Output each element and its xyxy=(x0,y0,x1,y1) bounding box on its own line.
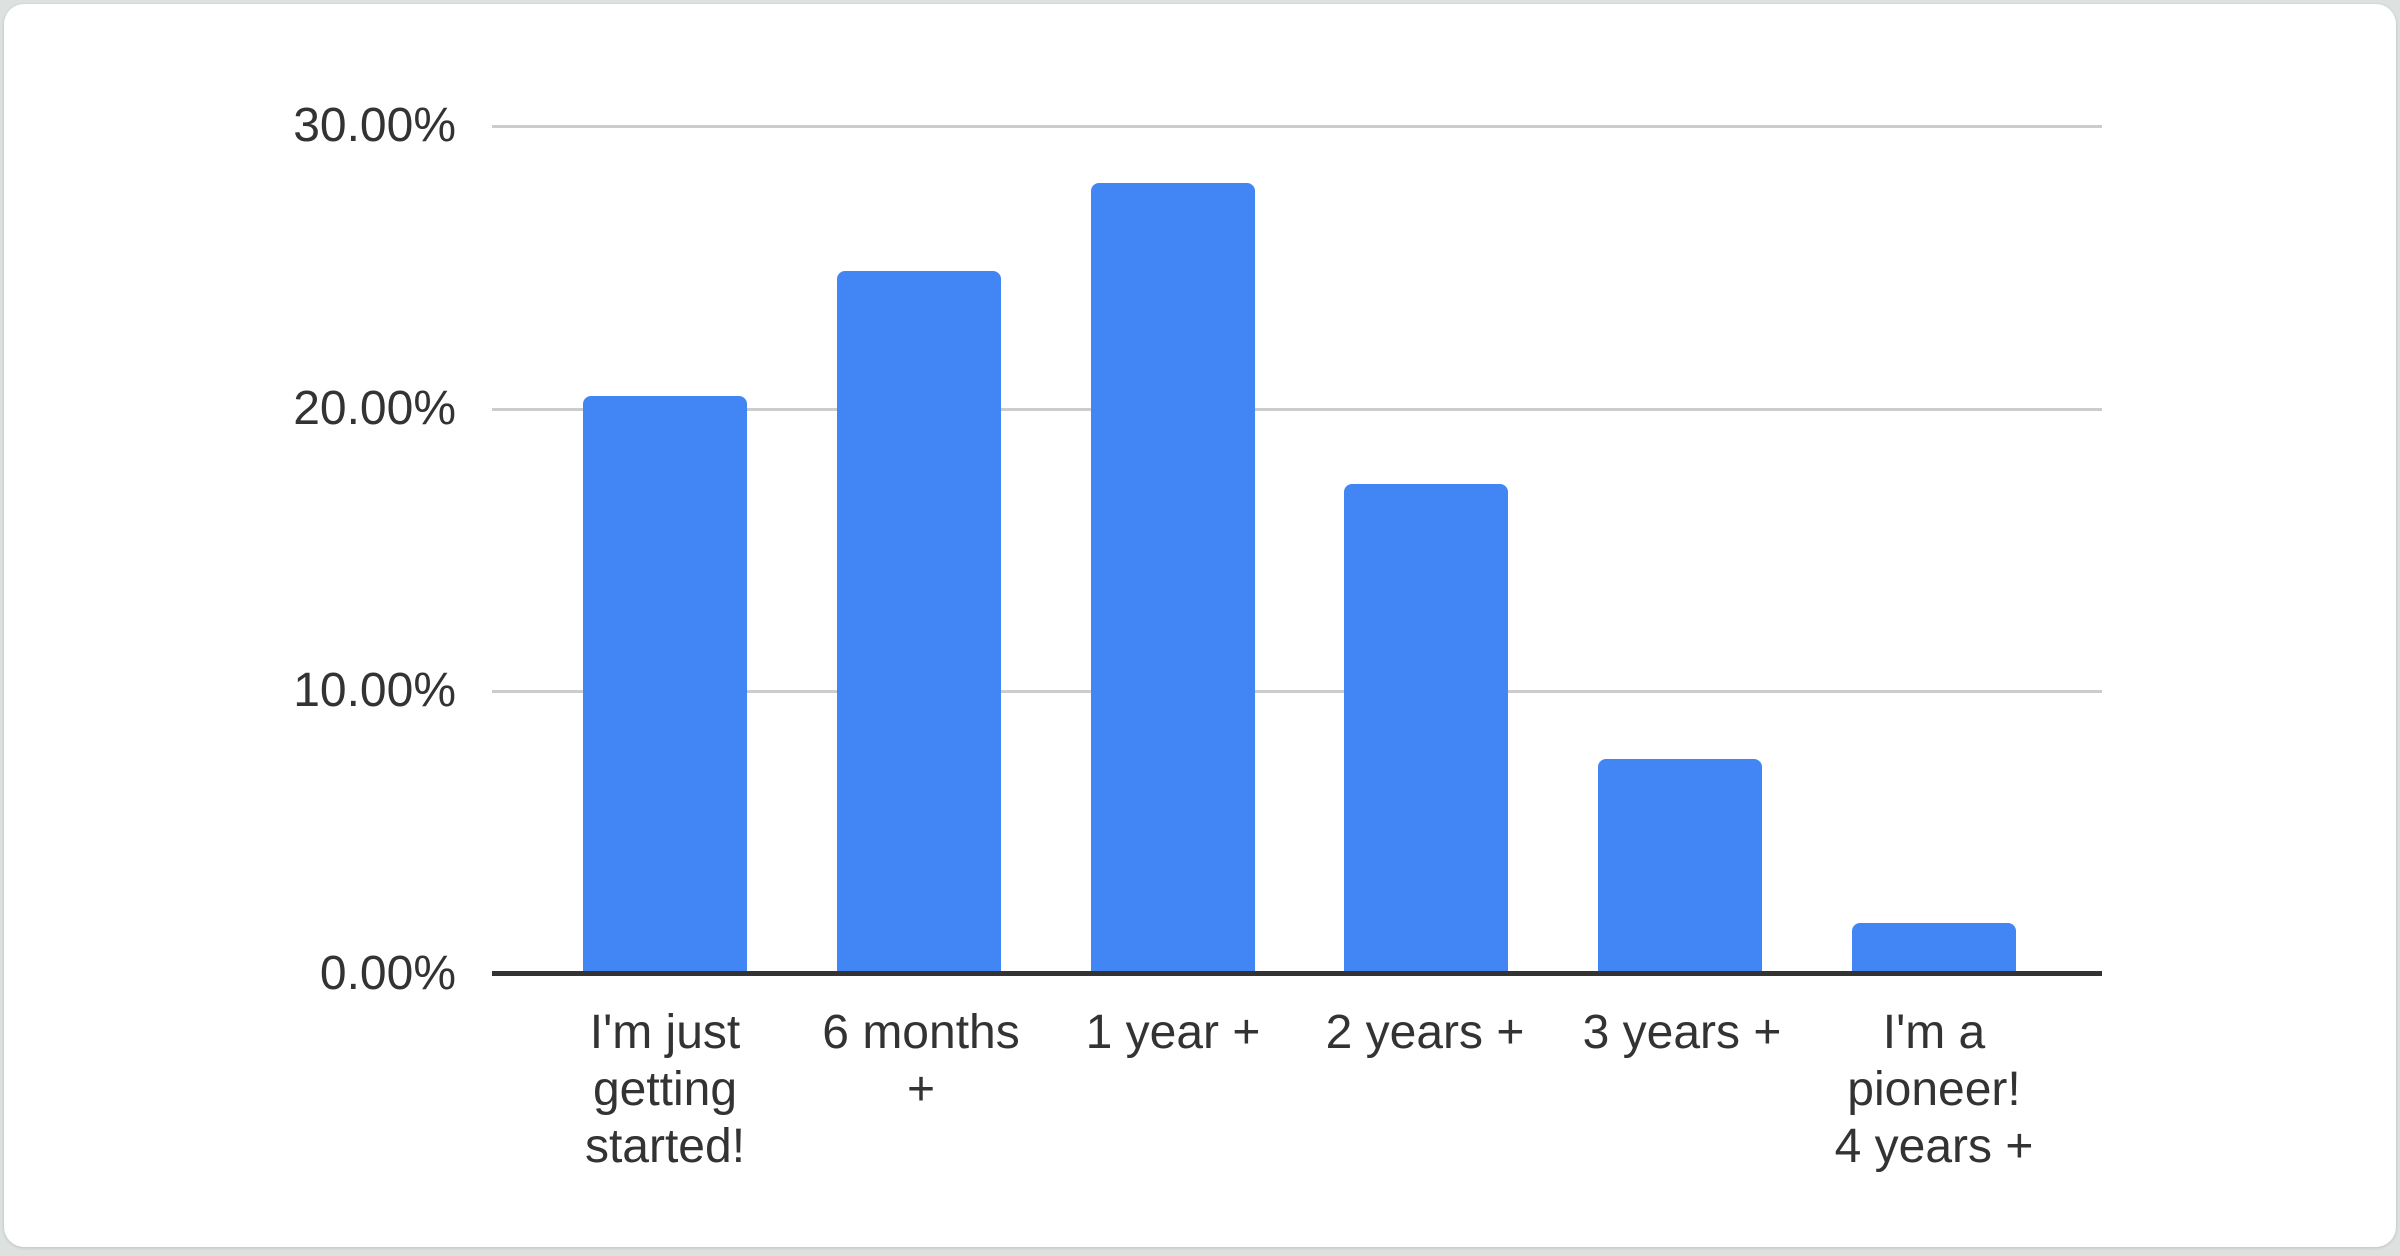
gridline-10 xyxy=(492,690,2102,693)
chart-card: 30.00% 20.00% 10.00% 0.00% I'm just gett… xyxy=(4,4,2396,1247)
gridline-20 xyxy=(492,408,2102,411)
bar-6-months-plus[interactable] xyxy=(837,271,1001,974)
y-axis-tick-10: 10.00% xyxy=(293,664,456,717)
x-axis-label-3-years-plus: 3 years + xyxy=(1582,1006,1782,1059)
bar-2-years-plus[interactable] xyxy=(1344,484,1508,974)
x-axis-label-1-year-plus: 1 year + xyxy=(1085,1006,1261,1059)
bar-1-year-plus[interactable] xyxy=(1091,183,1255,974)
x-axis-label-im-just-getting-started: I'm just getting started! xyxy=(584,1006,746,1173)
bar-im-just-getting-started[interactable] xyxy=(583,396,747,974)
plot-area xyxy=(492,124,2102,976)
gridline-30 xyxy=(492,125,2102,128)
y-axis-tick-0: 0.00% xyxy=(319,947,456,1000)
y-axis-tick-30: 30.00% xyxy=(293,99,456,152)
x-axis-label-6-months-plus: 6 months + xyxy=(822,1006,1020,1116)
x-axis-line xyxy=(492,971,2102,976)
bar-3-years-plus[interactable] xyxy=(1598,759,1762,974)
bar-pioneer-4-years-plus[interactable] xyxy=(1852,923,2016,974)
x-axis-label-pioneer-4-years-plus: I'm a pioneer! 4 years + xyxy=(1834,1006,2034,1173)
x-axis-label-2-years-plus: 2 years + xyxy=(1325,1006,1525,1059)
y-axis-tick-20: 20.00% xyxy=(293,382,456,435)
